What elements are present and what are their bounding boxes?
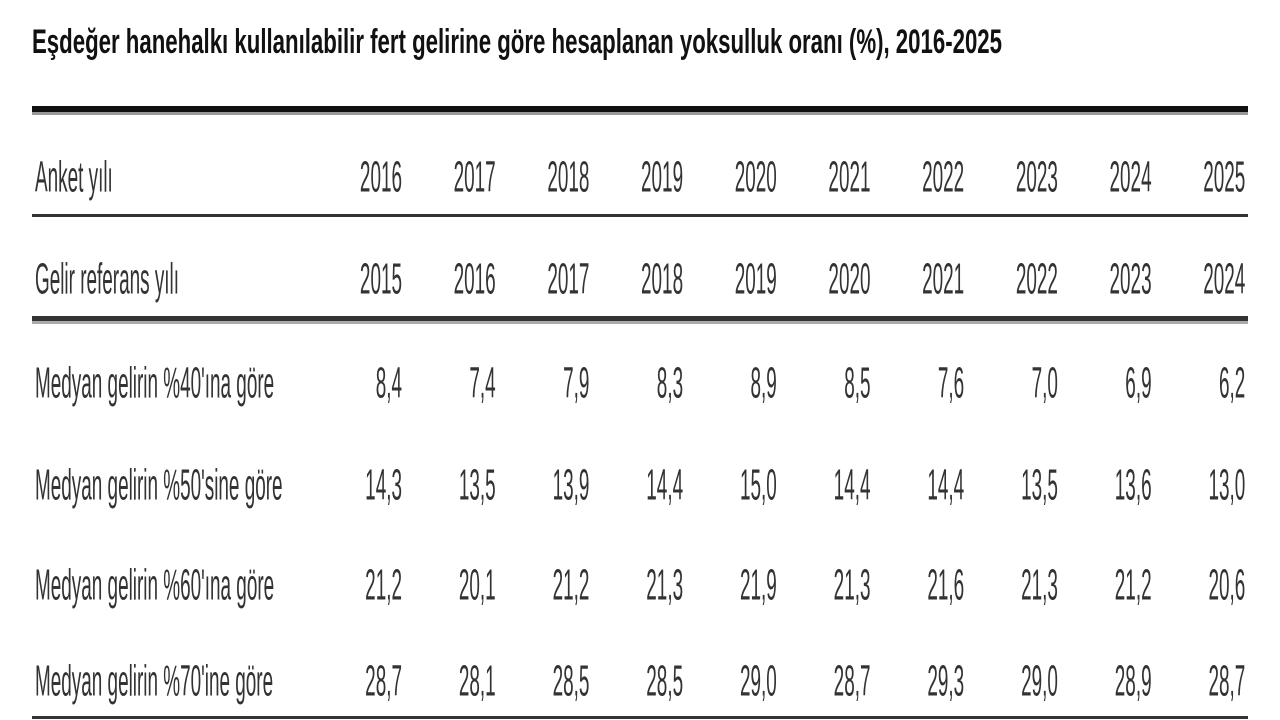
row-rule <box>32 214 1248 217</box>
year-cell: 2021 <box>828 153 870 202</box>
year-cell: 2022 <box>1016 255 1058 304</box>
header-label: Gelir referans yılı <box>35 255 179 304</box>
cell-value: 14,4 <box>646 461 683 510</box>
year-cell: 2023 <box>1016 153 1058 202</box>
cell-value: 13,9 <box>553 461 590 510</box>
cell-value: 7,4 <box>469 359 495 408</box>
header-label: Anket yılı <box>35 153 113 202</box>
bottom-rule <box>32 716 1248 719</box>
cell-value: 21,3 <box>834 561 871 610</box>
cell-value: 21,9 <box>740 561 777 610</box>
year-cell: 2021 <box>922 255 964 304</box>
cell-value: 13,5 <box>1021 461 1058 510</box>
cell-value: 8,5 <box>844 359 870 408</box>
year-cell: 2023 <box>1110 255 1152 304</box>
cell-value: 28,5 <box>646 657 683 706</box>
year-cell: 2018 <box>547 153 589 202</box>
header-rule <box>32 316 1248 321</box>
year-cell: 2020 <box>828 255 870 304</box>
cell-value: 21,2 <box>1115 561 1152 610</box>
year-cell: 2016 <box>454 255 496 304</box>
cell-value: 14,4 <box>927 461 964 510</box>
cell-value: 8,4 <box>376 359 402 408</box>
cell-value: 28,5 <box>553 657 590 706</box>
year-cell: 2018 <box>641 255 683 304</box>
cell-value: 29,3 <box>927 657 964 706</box>
cell-value: 20,1 <box>459 561 496 610</box>
year-cell: 2024 <box>1203 255 1245 304</box>
cell-value: 28,1 <box>459 657 496 706</box>
cell-value: 8,9 <box>750 359 776 408</box>
year-cell: 2015 <box>360 255 402 304</box>
row-label: Medyan gelirin %40'ına göre <box>35 359 274 408</box>
cell-value: 6,2 <box>1219 359 1245 408</box>
cell-value: 14,3 <box>365 461 402 510</box>
header-rule-shadow <box>32 321 1248 324</box>
year-cell: 2025 <box>1203 153 1245 202</box>
row-label: Medyan gelirin %50'sine göre <box>35 461 283 510</box>
row-label: Medyan gelirin %70'ine göre <box>35 657 273 706</box>
cell-value: 6,9 <box>1125 359 1151 408</box>
year-cell: 2022 <box>922 153 964 202</box>
cell-value: 14,4 <box>834 461 871 510</box>
cell-value: 21,6 <box>927 561 964 610</box>
cell-value: 21,3 <box>646 561 683 610</box>
cell-value: 21,3 <box>1021 561 1058 610</box>
cell-value: 8,3 <box>657 359 683 408</box>
year-cell: 2016 <box>360 153 402 202</box>
top-rule <box>32 106 1248 112</box>
year-cell: 2019 <box>735 255 777 304</box>
cell-value: 28,7 <box>834 657 871 706</box>
cell-value: 29,0 <box>1021 657 1058 706</box>
cell-value: 28,9 <box>1115 657 1152 706</box>
cell-value: 28,7 <box>1208 657 1245 706</box>
cell-value: 7,6 <box>938 359 964 408</box>
title: Eşdeğer hanehalkı kullanılabilir fert ge… <box>32 23 1002 61</box>
cell-value: 13,6 <box>1115 461 1152 510</box>
cell-value: 13,5 <box>459 461 496 510</box>
year-cell: 2020 <box>735 153 777 202</box>
year-cell: 2019 <box>641 153 683 202</box>
cell-value: 29,0 <box>740 657 777 706</box>
year-cell: 2024 <box>1110 153 1152 202</box>
cell-value: 28,7 <box>365 657 402 706</box>
row-label: Medyan gelirin %60'ına göre <box>35 561 274 610</box>
top-rule-shadow <box>32 112 1248 115</box>
year-cell: 2017 <box>454 153 496 202</box>
cell-value: 21,2 <box>553 561 590 610</box>
year-cell: 2017 <box>547 255 589 304</box>
cell-value: 20,6 <box>1208 561 1245 610</box>
cell-value: 7,9 <box>563 359 589 408</box>
cell-value: 13,0 <box>1208 461 1245 510</box>
cell-value: 7,0 <box>1032 359 1058 408</box>
cell-value: 21,2 <box>365 561 402 610</box>
cell-value: 15,0 <box>740 461 777 510</box>
